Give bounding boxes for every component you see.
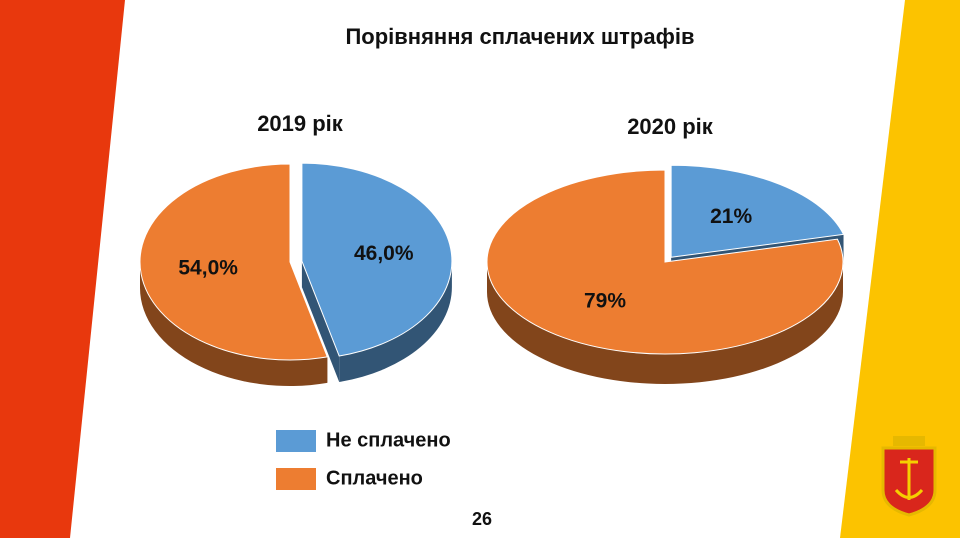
- pie-tops: [486, 164, 845, 355]
- value-label: 54,0%: [178, 256, 238, 279]
- value-label: 21%: [710, 205, 752, 228]
- pie-side: [140, 262, 328, 386]
- value-label: 79%: [584, 290, 626, 313]
- pie-side: [339, 261, 452, 383]
- pie-tops: [139, 162, 453, 361]
- legend-swatch: [276, 430, 316, 452]
- right-band: [840, 0, 960, 538]
- pie-slice: [301, 162, 453, 357]
- page-number: 26: [472, 509, 492, 529]
- chart-title: 2019 рік: [257, 111, 344, 136]
- legend-label: Не сплачено: [326, 429, 451, 451]
- pie-side: [487, 262, 843, 384]
- value-label: 46,0%: [354, 242, 414, 265]
- pie-slice: [139, 163, 328, 361]
- chart-title: 2020 рік: [627, 114, 714, 139]
- coat-of-arms: [881, 436, 937, 517]
- slide-title: Порівняння сплачених штрафів: [345, 24, 694, 49]
- pie-cut: [301, 261, 340, 383]
- legend-label: Сплачено: [326, 467, 423, 489]
- pie-slice: [670, 164, 845, 258]
- pie-slice: [486, 169, 844, 355]
- legend-swatch: [276, 468, 316, 490]
- left-band: [0, 0, 125, 538]
